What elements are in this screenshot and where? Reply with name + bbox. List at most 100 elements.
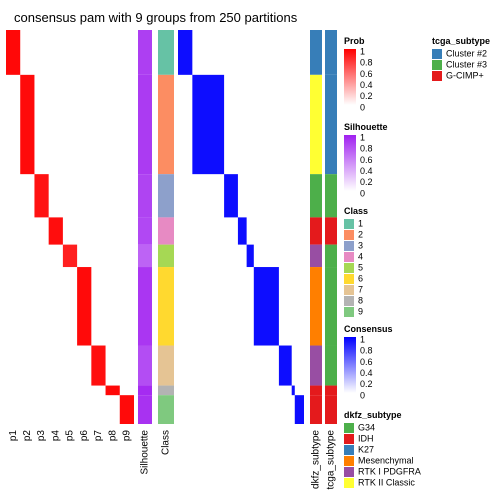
dkfz-cell-group-4: [310, 217, 322, 245]
legend-tick-silhouette: 0: [360, 188, 365, 198]
consensus-heatmap: [178, 30, 304, 424]
legend-label-dkfz: G34: [358, 422, 375, 432]
dkfz-cell-group-9: [310, 395, 322, 424]
chart-title: consensus pam with 9 groups from 250 par…: [14, 10, 298, 25]
legend-swatch-class: [344, 263, 354, 273]
legend-tick-prob: 0.2: [360, 91, 373, 101]
legend-label-dkfz: RTK II Classic: [358, 477, 415, 487]
silhouette-cell-group-4: [138, 217, 152, 245]
prob-cell-group-1: [6, 30, 21, 75]
legend-bar-prob: [344, 49, 356, 105]
class-cell-group-1: [158, 30, 174, 75]
legend-label-class: 3: [358, 240, 363, 250]
tcga-cell-group-1: [325, 30, 337, 75]
legend-label-tcga: G-CIMP+: [446, 70, 484, 80]
legend-title-dkfz: dkfz_subtype: [344, 410, 402, 420]
legend-swatch-tcga: [432, 71, 442, 81]
silhouette-cell-group-6: [138, 267, 152, 346]
legend-swatch-tcga: [432, 60, 442, 70]
tcga-cell-group-2: [325, 74, 337, 175]
column-label-p6: p6: [79, 430, 90, 442]
legend-label-dkfz: RTK I PDGFRA: [358, 466, 421, 476]
legend-title-prob: Prob: [344, 36, 365, 46]
tcga-cell-group-8: [325, 385, 337, 396]
legend-swatch-class: [344, 307, 354, 317]
legend-label-tcga: Cluster #3: [446, 59, 487, 69]
column-label-p7: p7: [93, 430, 104, 442]
legend-swatch-class: [344, 230, 354, 240]
prob-cell-group-6: [77, 267, 92, 346]
legend-tick-silhouette: 1: [360, 132, 365, 142]
prob-cell-group-2: [20, 74, 35, 175]
tcga-cell-group-5: [325, 244, 337, 268]
column-labels: p1 p2 p3 p4 p5 p6 p7 p8 p9 Silhouette Class dkfz_su…: [8, 430, 337, 490]
dkfz-cell-group-3: [310, 174, 322, 218]
legend-tick-prob: 0.4: [360, 80, 373, 90]
legend-swatch-dkfz: [344, 423, 354, 433]
legend-label-class: 9: [358, 306, 363, 316]
prob-cell-group-7: [91, 345, 106, 386]
dkfz-cell-group-5: [310, 244, 322, 268]
column-label-p1: p1: [8, 430, 19, 442]
tcga-cell-group-3: [325, 174, 337, 218]
legend-label-class: 6: [358, 273, 363, 283]
column-label-p5: p5: [65, 430, 76, 442]
legends: Prob10.80.60.40.20Silhouette10.80.60.40.…: [344, 36, 490, 488]
dkfz-cell-group-6: [310, 267, 322, 346]
legend-swatch-class: [344, 285, 354, 295]
legend-bar-silhouette: [344, 135, 356, 191]
column-label-silhouette: Silhouette: [140, 430, 151, 475]
prob-cell-group-5: [62, 244, 78, 268]
legend-label-class: 2: [358, 229, 363, 239]
legend-label-class: 8: [358, 295, 363, 305]
legend-label-tcga: Cluster #2: [446, 48, 487, 58]
legend-tick-consensus: 0.2: [360, 379, 373, 389]
class-cell-group-3: [158, 174, 174, 218]
legend-swatch-class: [344, 274, 354, 284]
probability-heatmap: [6, 30, 134, 424]
silhouette-bar: [138, 30, 152, 424]
legend-title-consensus: Consensus: [344, 324, 393, 334]
prob-cell-group-9: [119, 395, 134, 424]
consensus-block-group-5: [246, 244, 254, 268]
legend-label-class: 1: [358, 218, 363, 228]
legend-tick-consensus: 0: [360, 390, 365, 400]
legend-swatch-dkfz: [344, 467, 354, 477]
legend-title-silhouette: Silhouette: [344, 122, 388, 132]
legend-swatch-dkfz: [344, 456, 354, 466]
tcga-cell-group-9: [325, 395, 337, 424]
legend-label-class: 7: [358, 284, 363, 294]
legend-tick-prob: 1: [360, 46, 365, 56]
column-label-class: Class: [161, 430, 172, 455]
annotation-bars: [310, 30, 337, 424]
class-cell-group-9: [158, 395, 174, 424]
dkfz-cell-group-7: [310, 345, 322, 386]
legend-tick-consensus: 0.6: [360, 357, 373, 367]
consensus-block-group-1: [178, 30, 193, 75]
silhouette-cell-group-2: [138, 74, 152, 175]
consensus-block-group-4: [237, 217, 247, 245]
dkfz-cell-group-8: [310, 385, 322, 396]
legend-swatch-dkfz: [344, 434, 354, 444]
column-label-p8: p8: [107, 430, 118, 442]
legend-label-dkfz: Mesenchymal: [358, 455, 414, 465]
legend-tick-prob: 0.8: [360, 58, 373, 68]
legend-tick-silhouette: 0.8: [360, 144, 373, 154]
consensus-block-group-6: [253, 267, 279, 346]
legend-label-class: 5: [358, 262, 363, 272]
silhouette-cell-group-7: [138, 345, 152, 386]
column-label-dkfz: dkfz_subtype: [311, 430, 322, 489]
consensus-block-group-7: [278, 345, 292, 386]
silhouette-cell-group-9: [138, 395, 152, 424]
consensus-block-group-3: [224, 174, 238, 218]
silhouette-cell-group-8: [138, 385, 152, 396]
column-label-tcga: tcga_subtype: [326, 430, 337, 490]
silhouette-cell-group-5: [138, 244, 152, 268]
legend-tick-prob: 0: [360, 102, 365, 112]
class-cell-group-7: [158, 345, 174, 386]
legend-swatch-class: [344, 219, 354, 229]
prob-cell-group-4: [48, 217, 63, 245]
legend-bar-consensus: [344, 337, 356, 393]
legend-tick-silhouette: 0.6: [360, 155, 373, 165]
prob-cell-group-8: [105, 385, 120, 396]
